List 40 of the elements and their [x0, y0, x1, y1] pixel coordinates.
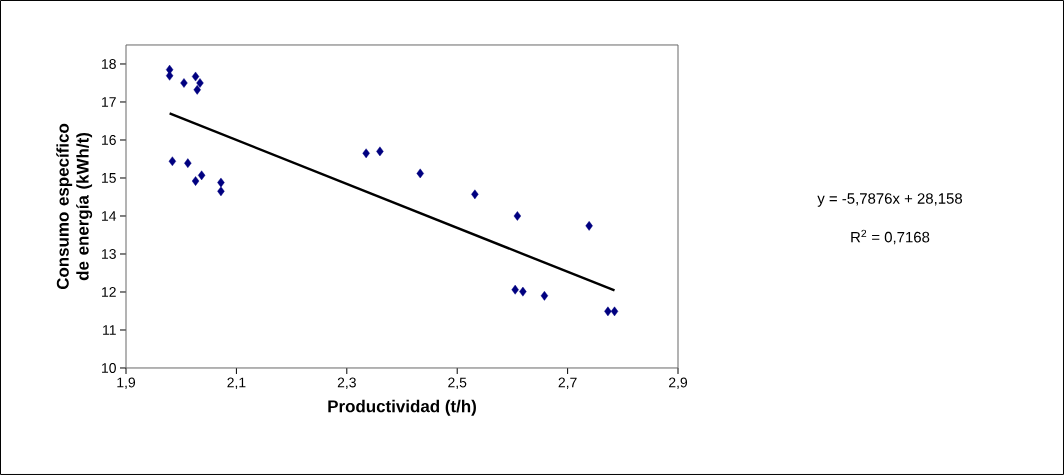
point [511, 284, 519, 295]
point [191, 176, 200, 186]
y-tick-label: 13 [102, 249, 116, 259]
x-tick-label: 2,5 [448, 377, 467, 390]
x-tick-label: 1,9 [117, 377, 136, 390]
point [217, 186, 225, 197]
point [180, 78, 188, 88]
point [585, 221, 593, 231]
point [416, 168, 424, 179]
point [513, 211, 522, 221]
point [610, 306, 619, 317]
point [191, 71, 200, 82]
y-tick-label: 10 [102, 363, 116, 373]
point [193, 85, 201, 95]
point [376, 146, 384, 157]
y-tick-label: 15 [102, 173, 116, 183]
x-tick-label: 2,9 [669, 377, 688, 390]
y-tick-label: 12 [102, 287, 116, 297]
point [217, 177, 225, 188]
point [519, 286, 527, 297]
point [184, 158, 192, 168]
x-tick-label: 2,3 [337, 377, 356, 390]
y-tick-label: 17 [102, 97, 116, 107]
x-tick-label: 2,7 [558, 377, 577, 390]
text: y = -5,7876x + 28,158 [817, 193, 963, 207]
point [197, 170, 206, 181]
point [540, 290, 549, 301]
point [471, 189, 479, 200]
text: R$^{2}$ = 0,7168 [851, 229, 930, 245]
y-tick-label: 16 [102, 135, 116, 145]
x-tick-label: 2,1 [227, 377, 246, 390]
y-tick-label: 18 [102, 59, 116, 69]
y-tick-label: 11 [103, 325, 116, 335]
point [362, 148, 370, 159]
y-tick-label: 14 [102, 211, 117, 221]
point [196, 78, 204, 88]
point [168, 156, 177, 167]
x-axis-title: Productividad (t/h) [328, 399, 476, 416]
y-axis-title: Consumo específico de energía (kWh/t) [56, 123, 93, 290]
point [604, 306, 612, 317]
